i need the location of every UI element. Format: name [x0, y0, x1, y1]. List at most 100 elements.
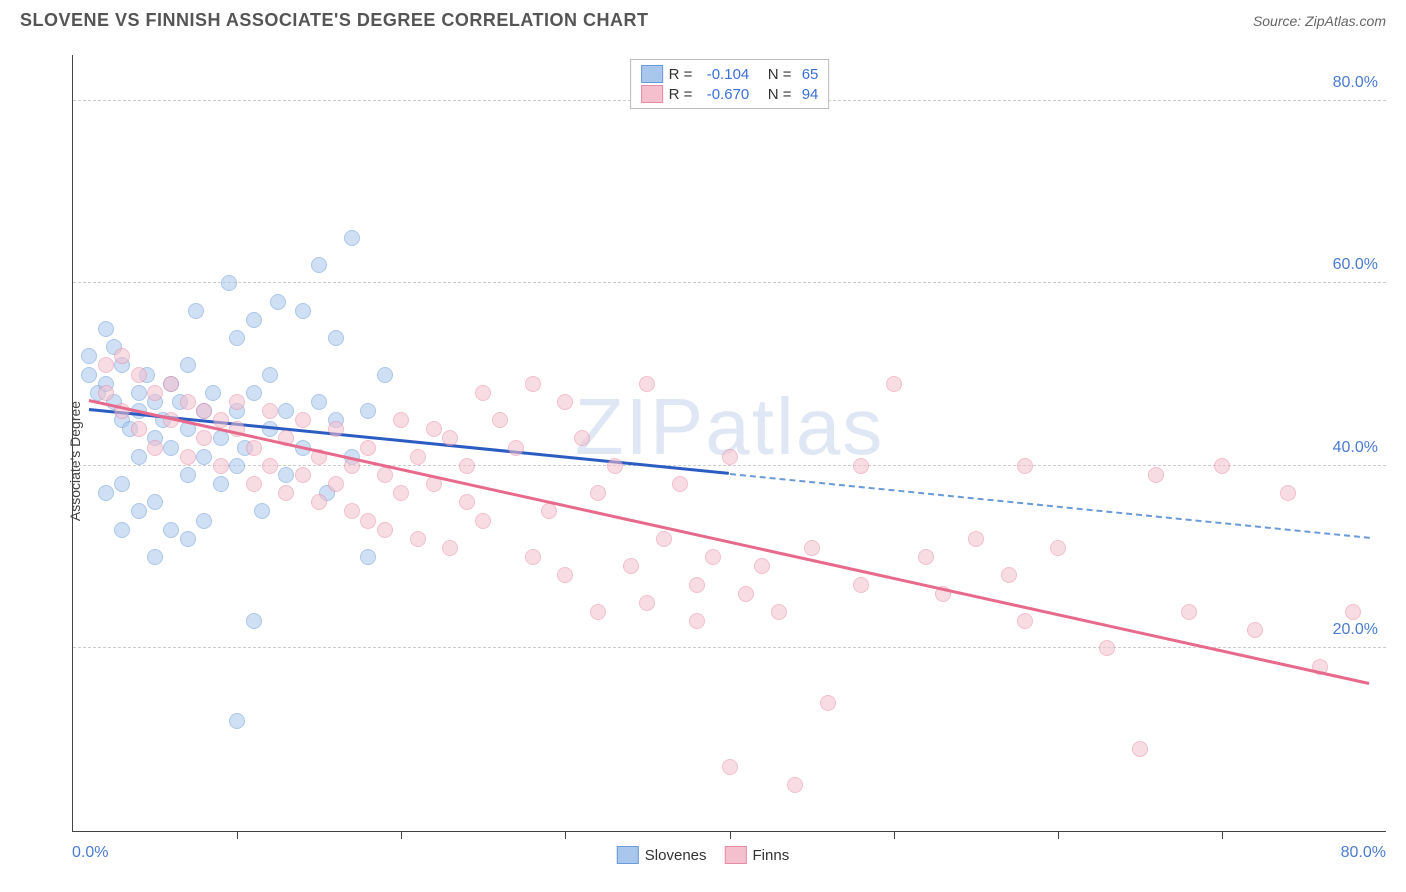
y-tick-label: 40.0%: [1333, 439, 1378, 457]
chart-title: SLOVENE VS FINNISH ASSOCIATE'S DEGREE CO…: [20, 10, 649, 31]
legend-label: Finns: [753, 847, 790, 864]
data-point: [1132, 741, 1148, 757]
data-point: [492, 412, 508, 428]
data-point: [328, 476, 344, 492]
data-point: [278, 467, 294, 483]
data-point: [1001, 567, 1017, 583]
data-point: [1345, 604, 1361, 620]
data-point: [1017, 613, 1033, 629]
data-point: [360, 440, 376, 456]
trend-line: [729, 473, 1369, 539]
data-point: [205, 385, 221, 401]
data-point: [1181, 604, 1197, 620]
data-point: [262, 458, 278, 474]
data-point: [328, 421, 344, 437]
y-tick-label: 80.0%: [1333, 74, 1378, 92]
x-tick: [1058, 831, 1059, 839]
data-point: [787, 777, 803, 793]
data-point: [180, 531, 196, 547]
data-point: [820, 695, 836, 711]
x-tick: [1222, 831, 1223, 839]
data-point: [213, 412, 229, 428]
data-point: [705, 549, 721, 565]
data-point: [607, 458, 623, 474]
data-point: [639, 376, 655, 392]
y-tick-label: 20.0%: [1333, 621, 1378, 639]
data-point: [968, 531, 984, 547]
data-point: [180, 394, 196, 410]
gridline: [73, 647, 1386, 648]
data-point: [131, 367, 147, 383]
data-point: [722, 759, 738, 775]
data-point: [246, 476, 262, 492]
x-tick: [237, 831, 238, 839]
data-point: [360, 513, 376, 529]
data-point: [311, 394, 327, 410]
x-axis-max-label: 80.0%: [1341, 844, 1386, 862]
data-point: [442, 430, 458, 446]
data-point: [754, 558, 770, 574]
data-point: [1280, 485, 1296, 501]
legend-swatch: [641, 65, 663, 83]
data-point: [131, 421, 147, 437]
data-point: [196, 403, 212, 419]
data-point: [262, 367, 278, 383]
legend-series: SlovenesFinns: [617, 846, 789, 864]
legend-stats: R = -0.104 N = 65R = -0.670 N = 94: [630, 59, 830, 109]
data-point: [213, 430, 229, 446]
data-point: [196, 430, 212, 446]
data-point: [278, 485, 294, 501]
n-label: N =: [755, 86, 795, 103]
data-point: [114, 476, 130, 492]
data-point: [377, 467, 393, 483]
data-point: [147, 440, 163, 456]
n-value: 94: [802, 86, 819, 103]
r-value: -0.670: [703, 86, 750, 103]
data-point: [262, 403, 278, 419]
data-point: [311, 494, 327, 510]
data-point: [311, 257, 327, 273]
x-axis-min-label: 0.0%: [72, 844, 108, 862]
legend-stats-row: R = -0.670 N = 94: [641, 84, 819, 104]
data-point: [853, 577, 869, 593]
legend-swatch: [617, 846, 639, 864]
data-point: [188, 303, 204, 319]
data-point: [804, 540, 820, 556]
data-point: [81, 348, 97, 364]
data-point: [344, 230, 360, 246]
data-point: [672, 476, 688, 492]
data-point: [393, 485, 409, 501]
r-value: -0.104: [703, 66, 750, 83]
x-tick: [401, 831, 402, 839]
data-point: [295, 412, 311, 428]
data-point: [1099, 640, 1115, 656]
data-point: [229, 458, 245, 474]
data-point: [639, 595, 655, 611]
data-point: [525, 549, 541, 565]
data-point: [623, 558, 639, 574]
data-point: [771, 604, 787, 620]
data-point: [229, 394, 245, 410]
data-point: [246, 613, 262, 629]
data-point: [180, 467, 196, 483]
data-point: [147, 549, 163, 565]
legend-swatch: [725, 846, 747, 864]
data-point: [147, 385, 163, 401]
data-point: [196, 449, 212, 465]
data-point: [295, 467, 311, 483]
data-point: [689, 577, 705, 593]
data-point: [377, 367, 393, 383]
data-point: [213, 458, 229, 474]
data-point: [475, 385, 491, 401]
data-point: [590, 485, 606, 501]
data-point: [360, 403, 376, 419]
n-label: N =: [755, 66, 795, 83]
data-point: [246, 312, 262, 328]
data-point: [722, 449, 738, 465]
legend-item: Finns: [725, 846, 790, 864]
data-point: [918, 549, 934, 565]
data-point: [328, 330, 344, 346]
legend-swatch: [641, 85, 663, 103]
data-point: [246, 385, 262, 401]
data-point: [557, 567, 573, 583]
